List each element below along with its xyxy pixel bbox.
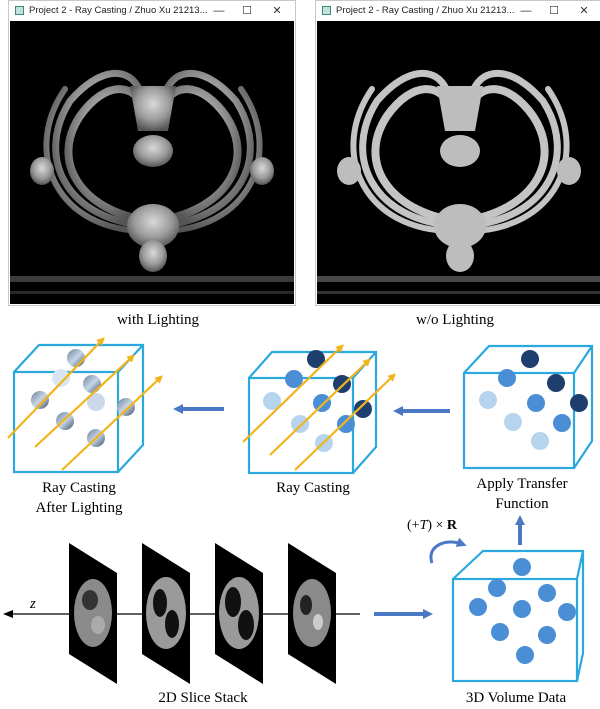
rays <box>242 344 396 471</box>
cube-transfer-function <box>462 344 594 470</box>
close-button[interactable]: ✕ <box>579 5 589 17</box>
volume-render-canvas-unlit <box>317 21 600 304</box>
window-titlebar[interactable]: Project 2 - Ray Casting / Zhuo Xu 21213.… <box>316 1 600 21</box>
ct-slice-2 <box>142 543 190 684</box>
volume-render-canvas-lit <box>10 21 294 304</box>
caption-without-lighting: w/o Lighting <box>416 312 494 328</box>
formula-mid: ) × <box>427 518 447 533</box>
window-title: Project 2 - Ray Casting / Zhuo Xu 21213.… <box>29 5 208 16</box>
caption-with-lighting: with Lighting <box>116 312 200 328</box>
label-ray-casting-after-lighting-line2: After Lighting <box>35 500 123 516</box>
rays-after-lighting <box>7 337 163 471</box>
minimize-button[interactable]: — <box>213 5 225 17</box>
transform-formula: (+T) × R <box>407 518 457 534</box>
formula-open: (+ <box>407 518 420 533</box>
ct-slice-1 <box>69 543 117 684</box>
ct-slice-4 <box>288 543 336 684</box>
label-transfer-line1: Apply Transfer <box>476 476 567 492</box>
spine-render <box>30 86 274 272</box>
render-window-without-lighting: Project 2 - Ray Casting / Zhuo Xu 21213.… <box>315 0 600 306</box>
app-icon <box>322 6 331 15</box>
window-titlebar[interactable]: Project 2 - Ray Casting / Zhuo Xu 21213.… <box>9 1 295 21</box>
rib-cage-render <box>350 69 570 235</box>
rib-cage-render <box>43 69 263 235</box>
ct-slices <box>69 543 336 684</box>
lit-spheres <box>31 349 135 447</box>
label-ray-casting-after-lighting-line1: Ray Casting <box>42 480 116 496</box>
spine-render <box>337 86 581 272</box>
label-slice-stack: 2D Slice Stack <box>158 690 248 706</box>
rotation-arrow <box>429 537 467 564</box>
maximize-button[interactable]: ☐ <box>242 5 252 17</box>
app-icon <box>15 6 24 15</box>
window-title: Project 2 - Ray Casting / Zhuo Xu 21213.… <box>336 5 515 16</box>
label-volume-data: 3D Volume Data <box>466 690 567 706</box>
close-button[interactable]: ✕ <box>272 5 282 17</box>
label-transfer-line2: Function <box>495 496 549 512</box>
ct-slice-3 <box>215 543 263 684</box>
cube-volume-data <box>451 549 585 683</box>
formula-rotation: R <box>446 518 458 533</box>
label-z-axis: z <box>29 596 36 612</box>
formula-translation: T <box>419 518 428 533</box>
classified-spheres <box>263 350 372 452</box>
maximize-button[interactable]: ☐ <box>549 5 559 17</box>
render-window-with-lighting: Project 2 - Ray Casting / Zhuo Xu 21213.… <box>8 0 296 306</box>
minimize-button[interactable]: — <box>520 5 532 17</box>
volume-spheres <box>469 558 576 664</box>
label-ray-casting: Ray Casting <box>276 480 350 496</box>
transfer-spheres <box>479 350 588 450</box>
pipeline-diagram: Ray Casting After Lighting Ray Casting A… <box>3 337 594 706</box>
